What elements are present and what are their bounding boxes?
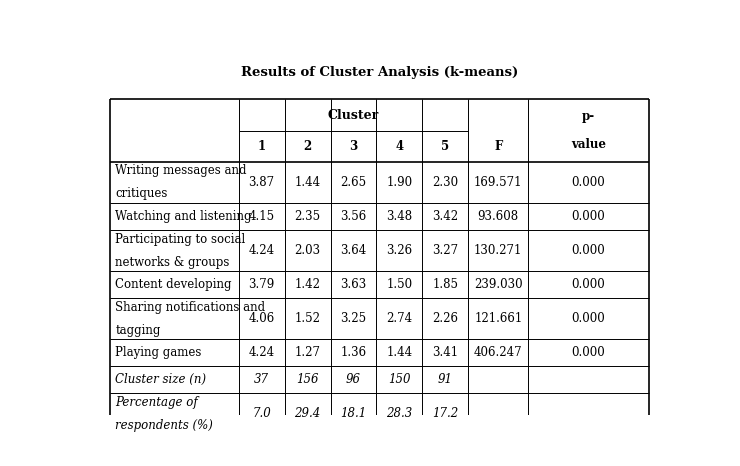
Text: 1.50: 1.50: [386, 278, 412, 291]
Text: 3.64: 3.64: [340, 244, 366, 257]
Text: 37: 37: [254, 373, 269, 386]
Text: 3.25: 3.25: [340, 312, 366, 325]
Text: 130.271: 130.271: [474, 244, 522, 257]
Text: 93.608: 93.608: [478, 210, 519, 223]
Text: 1.42: 1.42: [295, 278, 320, 291]
Text: Playing games: Playing games: [115, 346, 202, 359]
Text: 3.56: 3.56: [340, 210, 366, 223]
Text: networks & groups: networks & groups: [115, 256, 230, 268]
Text: 4.24: 4.24: [249, 346, 275, 359]
Text: 2.03: 2.03: [295, 244, 320, 257]
Text: 91: 91: [437, 373, 453, 386]
Text: 5: 5: [441, 140, 449, 153]
Text: 4.24: 4.24: [249, 244, 275, 257]
Text: 156: 156: [296, 373, 319, 386]
Text: Sharing notifications and: Sharing notifications and: [115, 301, 266, 314]
Text: 1: 1: [258, 140, 266, 153]
Text: 1.27: 1.27: [295, 346, 320, 359]
Text: 3.42: 3.42: [432, 210, 458, 223]
Text: 2.74: 2.74: [386, 312, 412, 325]
Text: Participating to social: Participating to social: [115, 233, 246, 246]
Text: 3.87: 3.87: [249, 176, 275, 189]
Text: Results of Cluster Analysis (k-means): Results of Cluster Analysis (k-means): [240, 66, 518, 79]
Text: Cluster size (n): Cluster size (n): [115, 373, 206, 386]
Text: 3.41: 3.41: [432, 346, 458, 359]
Text: 29.4: 29.4: [295, 407, 320, 420]
Text: tagging: tagging: [115, 324, 161, 337]
Text: 121.661: 121.661: [474, 312, 522, 325]
Text: value: value: [571, 137, 606, 151]
Text: 2: 2: [303, 140, 312, 153]
Text: 4.15: 4.15: [249, 210, 275, 223]
Text: 17.2: 17.2: [432, 407, 458, 420]
Text: 1.36: 1.36: [340, 346, 366, 359]
Text: 2.30: 2.30: [432, 176, 458, 189]
Text: critiques: critiques: [115, 187, 168, 200]
Text: 0.000: 0.000: [572, 312, 605, 325]
Text: 4.06: 4.06: [249, 312, 275, 325]
Text: 28.3: 28.3: [386, 407, 412, 420]
Text: 0.000: 0.000: [572, 278, 605, 291]
Text: 18.1: 18.1: [340, 407, 366, 420]
Text: 0.000: 0.000: [572, 244, 605, 257]
Text: Content developing: Content developing: [115, 278, 232, 291]
Text: 3.26: 3.26: [386, 244, 412, 257]
Text: 1.90: 1.90: [386, 176, 412, 189]
Text: 3: 3: [349, 140, 357, 153]
Text: 2.65: 2.65: [340, 176, 366, 189]
Text: 0.000: 0.000: [572, 346, 605, 359]
Text: 3.79: 3.79: [249, 278, 275, 291]
Text: 3.27: 3.27: [432, 244, 458, 257]
Text: 1.44: 1.44: [386, 346, 412, 359]
Text: 1.85: 1.85: [432, 278, 458, 291]
Text: 1.52: 1.52: [295, 312, 320, 325]
Text: 3.48: 3.48: [386, 210, 412, 223]
Text: F: F: [494, 140, 502, 153]
Text: 0.000: 0.000: [572, 210, 605, 223]
Text: respondents (%): respondents (%): [115, 419, 213, 432]
Text: 96: 96: [346, 373, 361, 386]
Text: 2.35: 2.35: [295, 210, 320, 223]
Text: 239.030: 239.030: [474, 278, 522, 291]
Text: 4: 4: [395, 140, 403, 153]
Text: Writing messages and: Writing messages and: [115, 164, 247, 178]
Text: 7.0: 7.0: [252, 407, 271, 420]
Text: p-: p-: [582, 110, 595, 123]
Text: 2.26: 2.26: [432, 312, 458, 325]
Text: 3.63: 3.63: [340, 278, 366, 291]
Text: 150: 150: [388, 373, 411, 386]
Text: 0.000: 0.000: [572, 176, 605, 189]
Text: 1.44: 1.44: [295, 176, 320, 189]
Text: Cluster: Cluster: [328, 109, 379, 122]
Text: Watching and listening: Watching and listening: [115, 210, 252, 223]
Text: Percentage of: Percentage of: [115, 396, 198, 409]
Text: 169.571: 169.571: [474, 176, 522, 189]
Text: 406.247: 406.247: [474, 346, 522, 359]
